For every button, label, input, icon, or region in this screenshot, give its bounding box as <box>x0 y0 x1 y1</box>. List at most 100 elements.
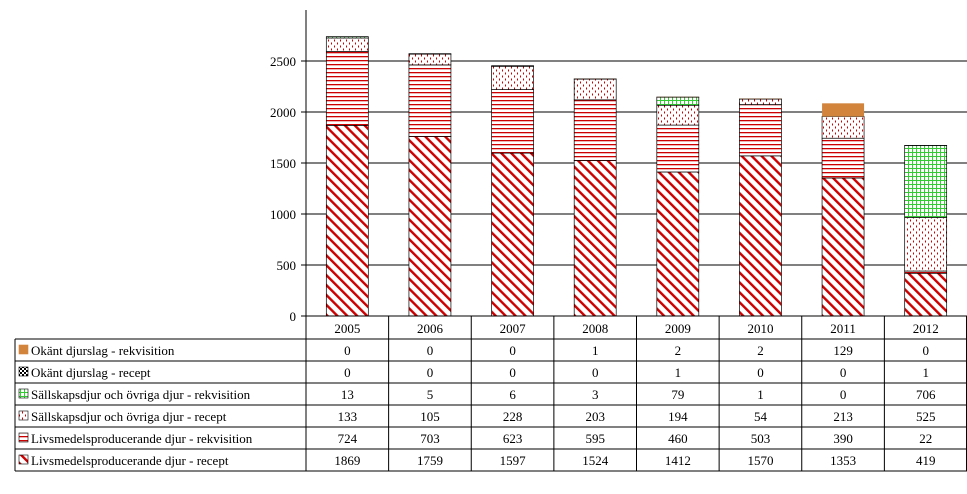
data-label-2012: 0 <box>922 343 929 358</box>
data-label-2010: 2 <box>757 343 764 358</box>
data-label-2006: 0 <box>427 365 434 380</box>
data-label-2012: 706 <box>916 387 936 402</box>
legend-label-4: Sällskapsdjur och övriga djur - rekvisit… <box>31 387 251 402</box>
data-label-2009: 79 <box>671 387 684 402</box>
bar-segment-2012-series-3 <box>904 217 948 272</box>
data-label-2009: 194 <box>668 409 688 424</box>
data-label-2011: 0 <box>840 365 847 380</box>
y-tick-label: 500 <box>277 258 297 273</box>
data-label-2006: 5 <box>427 387 434 402</box>
data-label-2005: 13 <box>341 387 354 402</box>
bar-segment-2007-series-1 <box>491 152 534 317</box>
y-tick-label: 2000 <box>270 105 296 120</box>
category-label-2009: 2009 <box>665 321 691 336</box>
data-label-2007: 0 <box>509 343 516 358</box>
category-label-2006: 2006 <box>417 321 444 336</box>
data-label-2010: 1570 <box>747 453 773 468</box>
legend-label-3: Sällskapsdjur och övriga djur - recept <box>31 409 227 424</box>
bar-segment-2012-series-1 <box>904 272 948 317</box>
data-label-2007: 228 <box>503 409 523 424</box>
bar-segment-2007-series-2 <box>491 89 534 154</box>
data-label-2006: 703 <box>420 431 440 446</box>
data-label-2008: 595 <box>585 431 605 446</box>
y-tick-label: 1000 <box>270 207 296 222</box>
legend-swatch-5 <box>18 366 29 377</box>
bar-segment-2011-series-6 <box>822 103 865 117</box>
y-tick-label: 2500 <box>270 54 296 69</box>
data-label-2007: 1597 <box>500 453 527 468</box>
data-label-2006: 105 <box>420 409 440 424</box>
legend-swatch-4 <box>18 388 29 399</box>
category-label-2012: 2012 <box>913 321 939 336</box>
data-label-2007: 0 <box>509 365 516 380</box>
y-tick-label: 1500 <box>270 156 296 171</box>
data-label-2010: 0 <box>757 365 764 380</box>
category-label-2005: 2005 <box>334 321 360 336</box>
bar-segment-2009-series-3 <box>656 104 700 126</box>
data-label-2009: 1412 <box>665 453 691 468</box>
bar-segment-2005-series-2 <box>325 51 369 126</box>
data-label-2012: 525 <box>916 409 936 424</box>
bar-segment-2005-series-4 <box>325 36 369 39</box>
legend-label-5: Okänt djurslag - recept <box>31 365 151 380</box>
bar-segment-2010-series-3 <box>739 98 782 105</box>
bar-segment-2010-series-1 <box>739 155 782 317</box>
data-label-2005: 0 <box>344 365 351 380</box>
data-label-2009: 1 <box>675 365 682 380</box>
data-label-2012: 22 <box>919 431 932 446</box>
data-label-2007: 623 <box>503 431 523 446</box>
data-label-2008: 203 <box>585 409 605 424</box>
data-label-2007: 6 <box>509 387 516 402</box>
data-label-2012: 1 <box>922 365 929 380</box>
data-label-2005: 724 <box>338 431 358 446</box>
category-label-2007: 2007 <box>500 321 527 336</box>
data-label-2010: 503 <box>751 431 771 446</box>
legend-label-2: Livsmedelsproducerande djur - rekvisitio… <box>31 431 253 446</box>
bar-segment-2007-series-3 <box>491 65 534 90</box>
bar-segment-2009-series-1 <box>656 171 700 317</box>
bar-segment-2008-series-1 <box>573 160 617 317</box>
bar-segment-2005-series-3 <box>325 37 369 52</box>
bar-segment-2006-series-4 <box>408 53 452 55</box>
data-label-2012: 419 <box>916 453 936 468</box>
data-label-2008: 3 <box>592 387 599 402</box>
bar-segment-2006-series-2 <box>408 64 452 137</box>
legend-swatch-6 <box>18 344 29 355</box>
category-label-2011: 2011 <box>830 321 856 336</box>
bar-segment-2006-series-3 <box>408 53 452 66</box>
y-tick-label: 0 <box>290 309 297 324</box>
data-label-2005: 0 <box>344 343 351 358</box>
legend-swatch-1 <box>18 454 29 465</box>
data-label-2011: 0 <box>840 387 847 402</box>
bar-segment-2011-series-1 <box>821 177 865 317</box>
data-label-2010: 1 <box>757 387 764 402</box>
data-label-2008: 0 <box>592 365 599 380</box>
bar-segment-2006-series-1 <box>408 136 452 317</box>
bar-segment-2011-series-2 <box>821 137 865 179</box>
bar-segment-2005-series-1 <box>325 125 369 317</box>
bar-segment-2008-series-2 <box>573 99 617 161</box>
bar-segment-2008-series-3 <box>573 78 617 101</box>
data-label-2006: 1759 <box>417 453 443 468</box>
data-label-2008: 1524 <box>582 453 609 468</box>
legend-label-6: Okänt djurslag - rekvisition <box>31 343 175 358</box>
data-label-2011: 129 <box>833 343 853 358</box>
bar-segment-2011-series-3 <box>821 116 865 139</box>
category-label-2008: 2008 <box>582 321 608 336</box>
bar-segment-2012-series-4 <box>904 145 948 218</box>
category-label-2010: 2010 <box>747 321 773 336</box>
legend-swatch-2 <box>18 432 29 443</box>
data-label-2011: 390 <box>833 431 853 446</box>
bar-segment-2007-series-4 <box>491 65 534 67</box>
data-label-2008: 1 <box>592 343 599 358</box>
bar-segment-2010-series-2 <box>739 104 782 157</box>
bar-segment-2009-series-2 <box>656 124 700 173</box>
data-label-2009: 2 <box>675 343 682 358</box>
data-label-2010: 54 <box>754 409 768 424</box>
data-label-2006: 0 <box>427 343 434 358</box>
data-label-2005: 1869 <box>334 453 360 468</box>
data-label-2011: 213 <box>833 409 853 424</box>
legend-swatch-3 <box>18 410 29 421</box>
data-label-2005: 133 <box>338 409 358 424</box>
